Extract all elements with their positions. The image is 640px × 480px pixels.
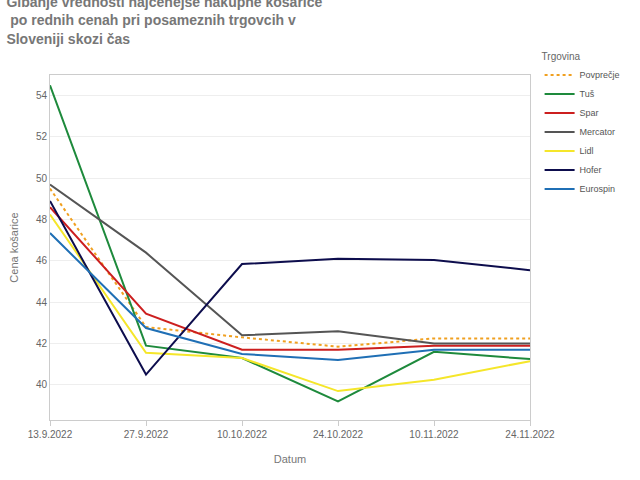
svg-text:52: 52 bbox=[36, 131, 48, 142]
svg-text:24.11.2022: 24.11.2022 bbox=[505, 429, 555, 440]
svg-text:13.9.2022: 13.9.2022 bbox=[28, 429, 73, 440]
svg-text:Mercator: Mercator bbox=[580, 127, 616, 137]
svg-text:10.11.2022: 10.11.2022 bbox=[409, 429, 459, 440]
svg-text:Spar: Spar bbox=[580, 108, 599, 118]
svg-text:Trgovina: Trgovina bbox=[542, 51, 581, 62]
svg-text:48: 48 bbox=[36, 214, 48, 225]
svg-text:Cena košarice: Cena košarice bbox=[8, 212, 20, 282]
svg-text:40: 40 bbox=[36, 379, 48, 390]
svg-text:Gibanje vrednosti najcenejše n: Gibanje vrednosti najcenejše nakupne koš… bbox=[6, 0, 322, 47]
svg-text:Tuš: Tuš bbox=[580, 89, 595, 99]
svg-text:27.9.2022: 27.9.2022 bbox=[124, 429, 169, 440]
svg-text:Lidl: Lidl bbox=[580, 146, 594, 156]
svg-text:42: 42 bbox=[36, 338, 48, 349]
svg-text:10.10.2022: 10.10.2022 bbox=[217, 429, 267, 440]
svg-text:Povprečje: Povprečje bbox=[580, 70, 620, 80]
svg-text:24.10.2022: 24.10.2022 bbox=[313, 429, 363, 440]
svg-text:46: 46 bbox=[36, 255, 48, 266]
svg-text:Hofer: Hofer bbox=[580, 165, 602, 175]
svg-text:50: 50 bbox=[36, 173, 48, 184]
svg-text:Eurospin: Eurospin bbox=[580, 184, 616, 194]
svg-text:Datum: Datum bbox=[274, 453, 306, 465]
svg-text:54: 54 bbox=[36, 90, 48, 101]
svg-text:44: 44 bbox=[36, 297, 48, 308]
